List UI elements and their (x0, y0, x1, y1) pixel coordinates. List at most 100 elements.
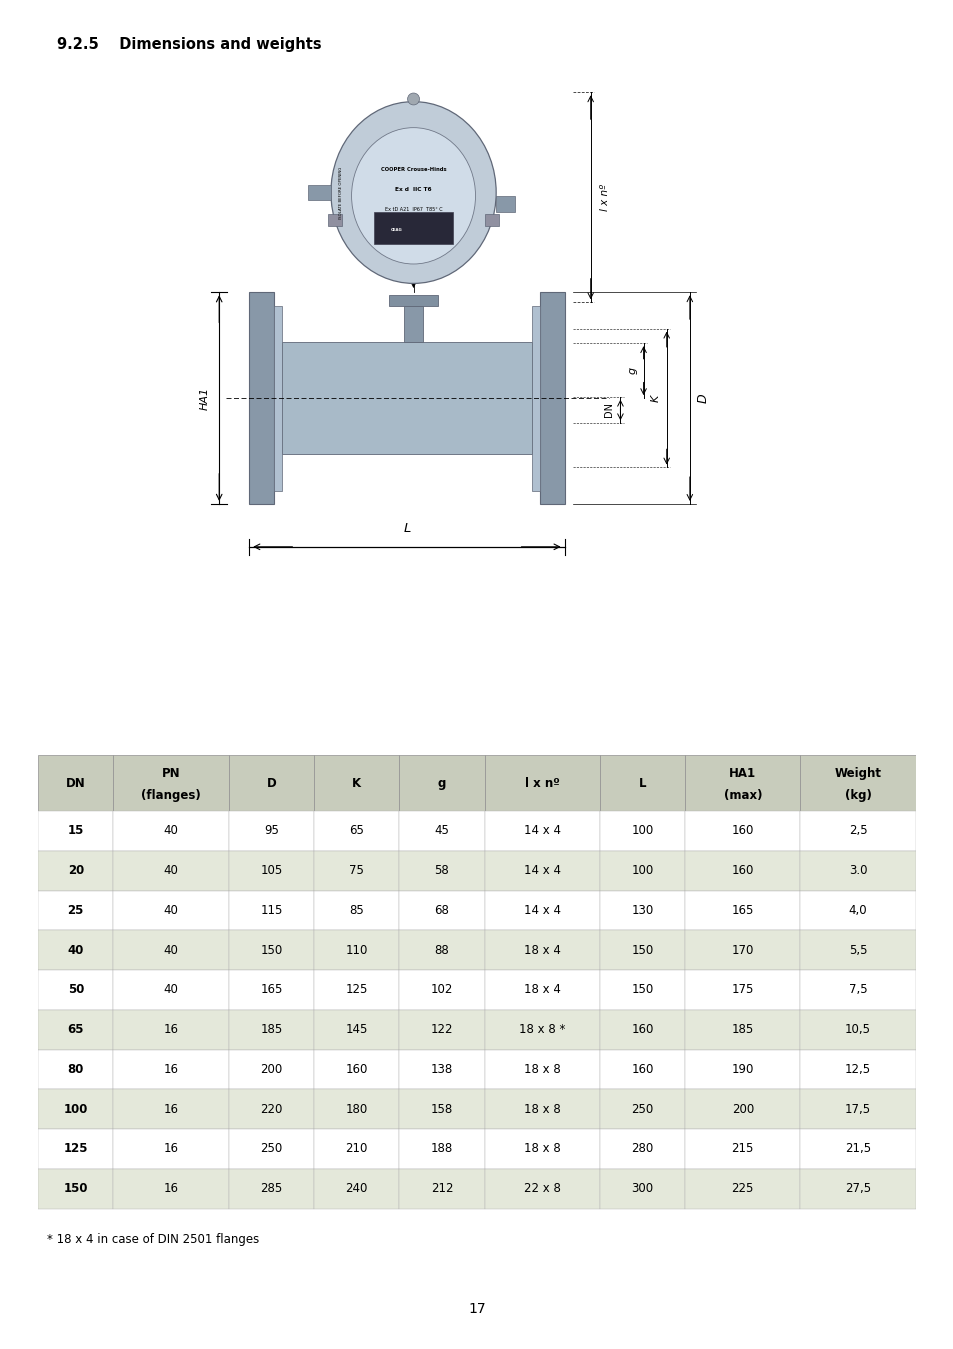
Text: 160: 160 (345, 1063, 368, 1077)
Bar (314, 970, 399, 1010)
Bar (800, 890, 915, 931)
Bar (113, 931, 229, 970)
Bar (599, 1129, 684, 1168)
Text: 100: 100 (631, 865, 653, 877)
Text: 138: 138 (431, 1063, 453, 1077)
Circle shape (407, 93, 419, 105)
Text: 14 x 4: 14 x 4 (523, 904, 560, 917)
Bar (484, 1168, 599, 1209)
Bar (314, 1168, 399, 1209)
Text: ISOLATE BEFORE OPENING: ISOLATE BEFORE OPENING (338, 166, 342, 219)
Text: 16: 16 (163, 1182, 178, 1195)
Text: 150: 150 (631, 983, 653, 997)
Bar (229, 931, 314, 970)
Text: 170: 170 (731, 944, 753, 956)
Text: 40: 40 (164, 983, 178, 997)
Text: 22 x 8: 22 x 8 (523, 1182, 560, 1195)
Text: 15: 15 (68, 824, 84, 838)
Text: 58: 58 (434, 865, 449, 877)
Bar (229, 1168, 314, 1209)
Text: (kg): (kg) (843, 789, 871, 803)
Text: L: L (639, 777, 645, 789)
Bar (399, 851, 484, 890)
Text: 88: 88 (434, 944, 449, 956)
Text: 18 x 8 *: 18 x 8 * (518, 1023, 565, 1036)
Text: 4,0: 4,0 (848, 904, 866, 917)
Bar (399, 811, 484, 851)
Bar (399, 890, 484, 931)
Text: 190: 190 (731, 1063, 753, 1077)
Text: HA1: HA1 (199, 387, 210, 410)
Bar (684, 890, 800, 931)
Bar (684, 1090, 800, 1129)
Text: 125: 125 (64, 1143, 88, 1156)
Bar (38, 811, 113, 851)
Bar (314, 851, 399, 890)
Bar (308, 185, 331, 201)
Text: 65: 65 (349, 824, 364, 838)
Text: 80: 80 (68, 1063, 84, 1077)
Bar (314, 1129, 399, 1168)
Text: 285: 285 (260, 1182, 282, 1195)
Bar (229, 755, 314, 811)
Text: 300: 300 (631, 1182, 653, 1195)
Text: l x nº: l x nº (524, 777, 559, 789)
Bar (684, 970, 800, 1010)
Bar (399, 931, 484, 970)
Bar (229, 1090, 314, 1129)
Bar (38, 1090, 113, 1129)
Ellipse shape (331, 101, 496, 283)
Bar (113, 970, 229, 1010)
Text: Ex d  IIC T6: Ex d IIC T6 (395, 186, 432, 192)
Bar (599, 931, 684, 970)
Text: 200: 200 (731, 1102, 753, 1116)
Bar (599, 1010, 684, 1050)
Bar (599, 1050, 684, 1090)
Text: 18 x 4: 18 x 4 (523, 944, 560, 956)
Bar (38, 970, 113, 1010)
Bar (389, 295, 437, 305)
Text: 21,5: 21,5 (844, 1143, 870, 1156)
Bar (314, 1090, 399, 1129)
Text: Weight: Weight (834, 766, 881, 780)
Text: 250: 250 (260, 1143, 282, 1156)
Bar (38, 755, 113, 811)
Text: g: g (627, 367, 637, 374)
Bar (599, 970, 684, 1010)
Text: 20: 20 (68, 865, 84, 877)
Bar (684, 1129, 800, 1168)
Bar (38, 1050, 113, 1090)
Bar (113, 890, 229, 931)
Text: 14 x 4: 14 x 4 (523, 824, 560, 838)
Bar (113, 1090, 229, 1129)
Text: (flanges): (flanges) (141, 789, 201, 803)
Bar (229, 890, 314, 931)
Bar (684, 931, 800, 970)
Text: 12,5: 12,5 (844, 1063, 870, 1077)
Text: 9.2.5    Dimensions and weights: 9.2.5 Dimensions and weights (57, 36, 321, 53)
Bar (484, 1129, 599, 1168)
Text: 185: 185 (260, 1023, 282, 1036)
Bar (599, 1168, 684, 1209)
Text: 16: 16 (163, 1143, 178, 1156)
Text: 40: 40 (164, 904, 178, 917)
Text: K: K (650, 394, 659, 402)
Text: 68: 68 (434, 904, 449, 917)
Bar (113, 1129, 229, 1168)
Text: COOPER Crouse-Hinds: COOPER Crouse-Hinds (380, 167, 446, 171)
Text: HA1: HA1 (728, 766, 756, 780)
Text: 150: 150 (64, 1182, 88, 1195)
Text: 18 x 4: 18 x 4 (523, 983, 560, 997)
Bar (800, 811, 915, 851)
Bar (484, 931, 599, 970)
Text: 18 x 8: 18 x 8 (523, 1143, 560, 1156)
Text: 105: 105 (260, 865, 282, 877)
Text: 212: 212 (430, 1182, 453, 1195)
Text: Ex tD A21  IP67  T85° C: Ex tD A21 IP67 T85° C (384, 206, 442, 212)
Bar (800, 1050, 915, 1090)
Bar (113, 755, 229, 811)
Bar (800, 1129, 915, 1168)
Bar (314, 811, 399, 851)
Bar (113, 1010, 229, 1050)
Text: 240: 240 (345, 1182, 368, 1195)
